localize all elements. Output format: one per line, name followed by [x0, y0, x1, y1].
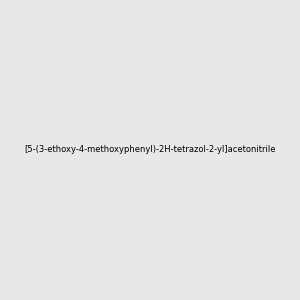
Text: [5-(3-ethoxy-4-methoxyphenyl)-2H-tetrazol-2-yl]acetonitrile: [5-(3-ethoxy-4-methoxyphenyl)-2H-tetrazo…: [24, 146, 276, 154]
